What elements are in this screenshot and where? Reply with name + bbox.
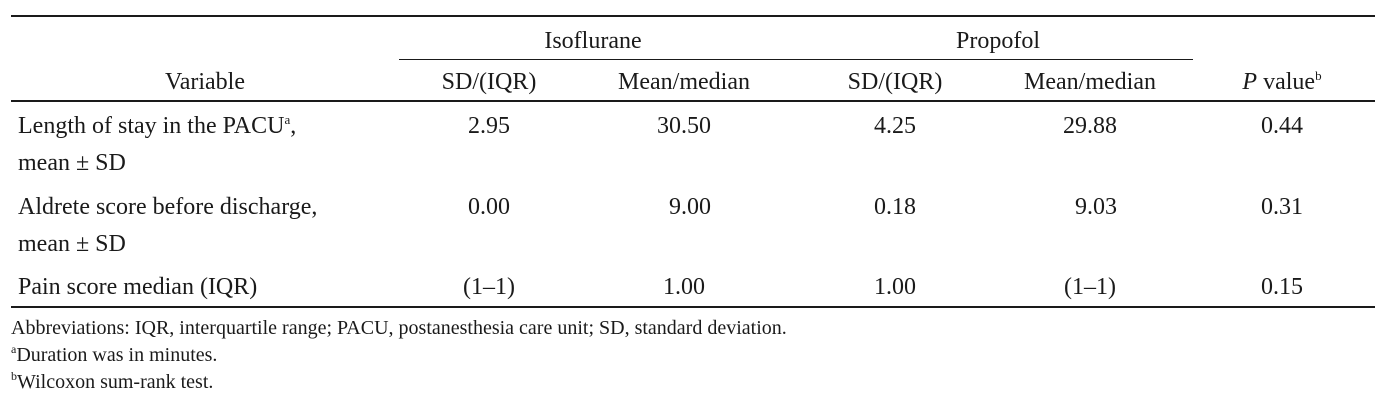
pro-sd-cell: 0.18 <box>874 194 916 220</box>
row-label: Aldrete score before discharge, <box>18 194 318 220</box>
column-header-iso-mean: Mean/median <box>618 69 750 95</box>
iso-mean-cell: 1.00 <box>663 274 705 300</box>
row-label-line2: mean ± SD <box>18 150 126 176</box>
footnote-b: bWilcoxon sum-rank test. <box>11 369 787 396</box>
row-label: Pain score median (IQR) <box>18 274 258 300</box>
pro-mean-cell: 9.03 <box>1075 194 1117 220</box>
isoflurane-group-rule <box>399 59 815 60</box>
iso-mean-cell: 30.50 <box>657 113 711 139</box>
column-header-variable: Variable <box>165 69 245 95</box>
pro-mean-cell: (1–1) <box>1064 274 1116 300</box>
footnote-a-text: Duration was in minutes. <box>16 344 218 366</box>
row-label-text: Length of stay in the PACU <box>18 113 285 139</box>
footnote-abbreviations: Abbreviations: IQR, interquartile range;… <box>11 317 787 339</box>
pro-mean-cell: 29.88 <box>1063 113 1117 139</box>
row-label: Length of stay in the PACUa, <box>18 112 296 140</box>
p-value-footnote-mark: b <box>1315 68 1322 83</box>
propofol-group-rule <box>804 59 1193 60</box>
iso-mean-cell: 9.00 <box>669 194 711 220</box>
column-header-p-value: P valueb <box>1242 68 1321 96</box>
pro-sd-cell: 4.25 <box>874 113 916 139</box>
table-top-rule <box>11 15 1375 17</box>
table-bottom-rule <box>11 306 1375 308</box>
iso-sd-cell: 0.00 <box>468 194 510 220</box>
column-header-pro-sd: SD/(IQR) <box>847 69 943 95</box>
column-header-pro-mean: Mean/median <box>1024 69 1156 95</box>
table-footnotes: Abbreviations: IQR, interquartile range;… <box>11 315 787 396</box>
p-italic: P <box>1242 69 1258 95</box>
footnote-b-mark: b <box>11 369 17 383</box>
p-value-cell: 0.31 <box>1261 194 1303 220</box>
pro-sd-cell: 1.00 <box>874 274 916 300</box>
p-value-cell: 0.15 <box>1261 274 1303 300</box>
group-header-isoflurane: Isoflurane <box>544 28 642 54</box>
iso-sd-cell: (1–1) <box>463 274 515 300</box>
p-value-cell: 0.44 <box>1261 113 1303 139</box>
header-rule <box>11 100 1375 102</box>
iso-sd-cell: 2.95 <box>468 113 510 139</box>
column-header-iso-sd: SD/(IQR) <box>441 69 537 95</box>
row-label-footnote-mark: a <box>284 112 291 127</box>
footnote-b-text: Wilcoxon sum-rank test. <box>17 371 214 393</box>
footnote-a-mark: a <box>11 342 17 356</box>
footnote-a: aDuration was in minutes. <box>11 342 787 369</box>
group-header-propofol: Propofol <box>956 28 1040 54</box>
row-label-line2: mean ± SD <box>18 231 126 257</box>
p-value-label: value <box>1257 69 1316 95</box>
row-label-suffix: , <box>290 113 297 139</box>
